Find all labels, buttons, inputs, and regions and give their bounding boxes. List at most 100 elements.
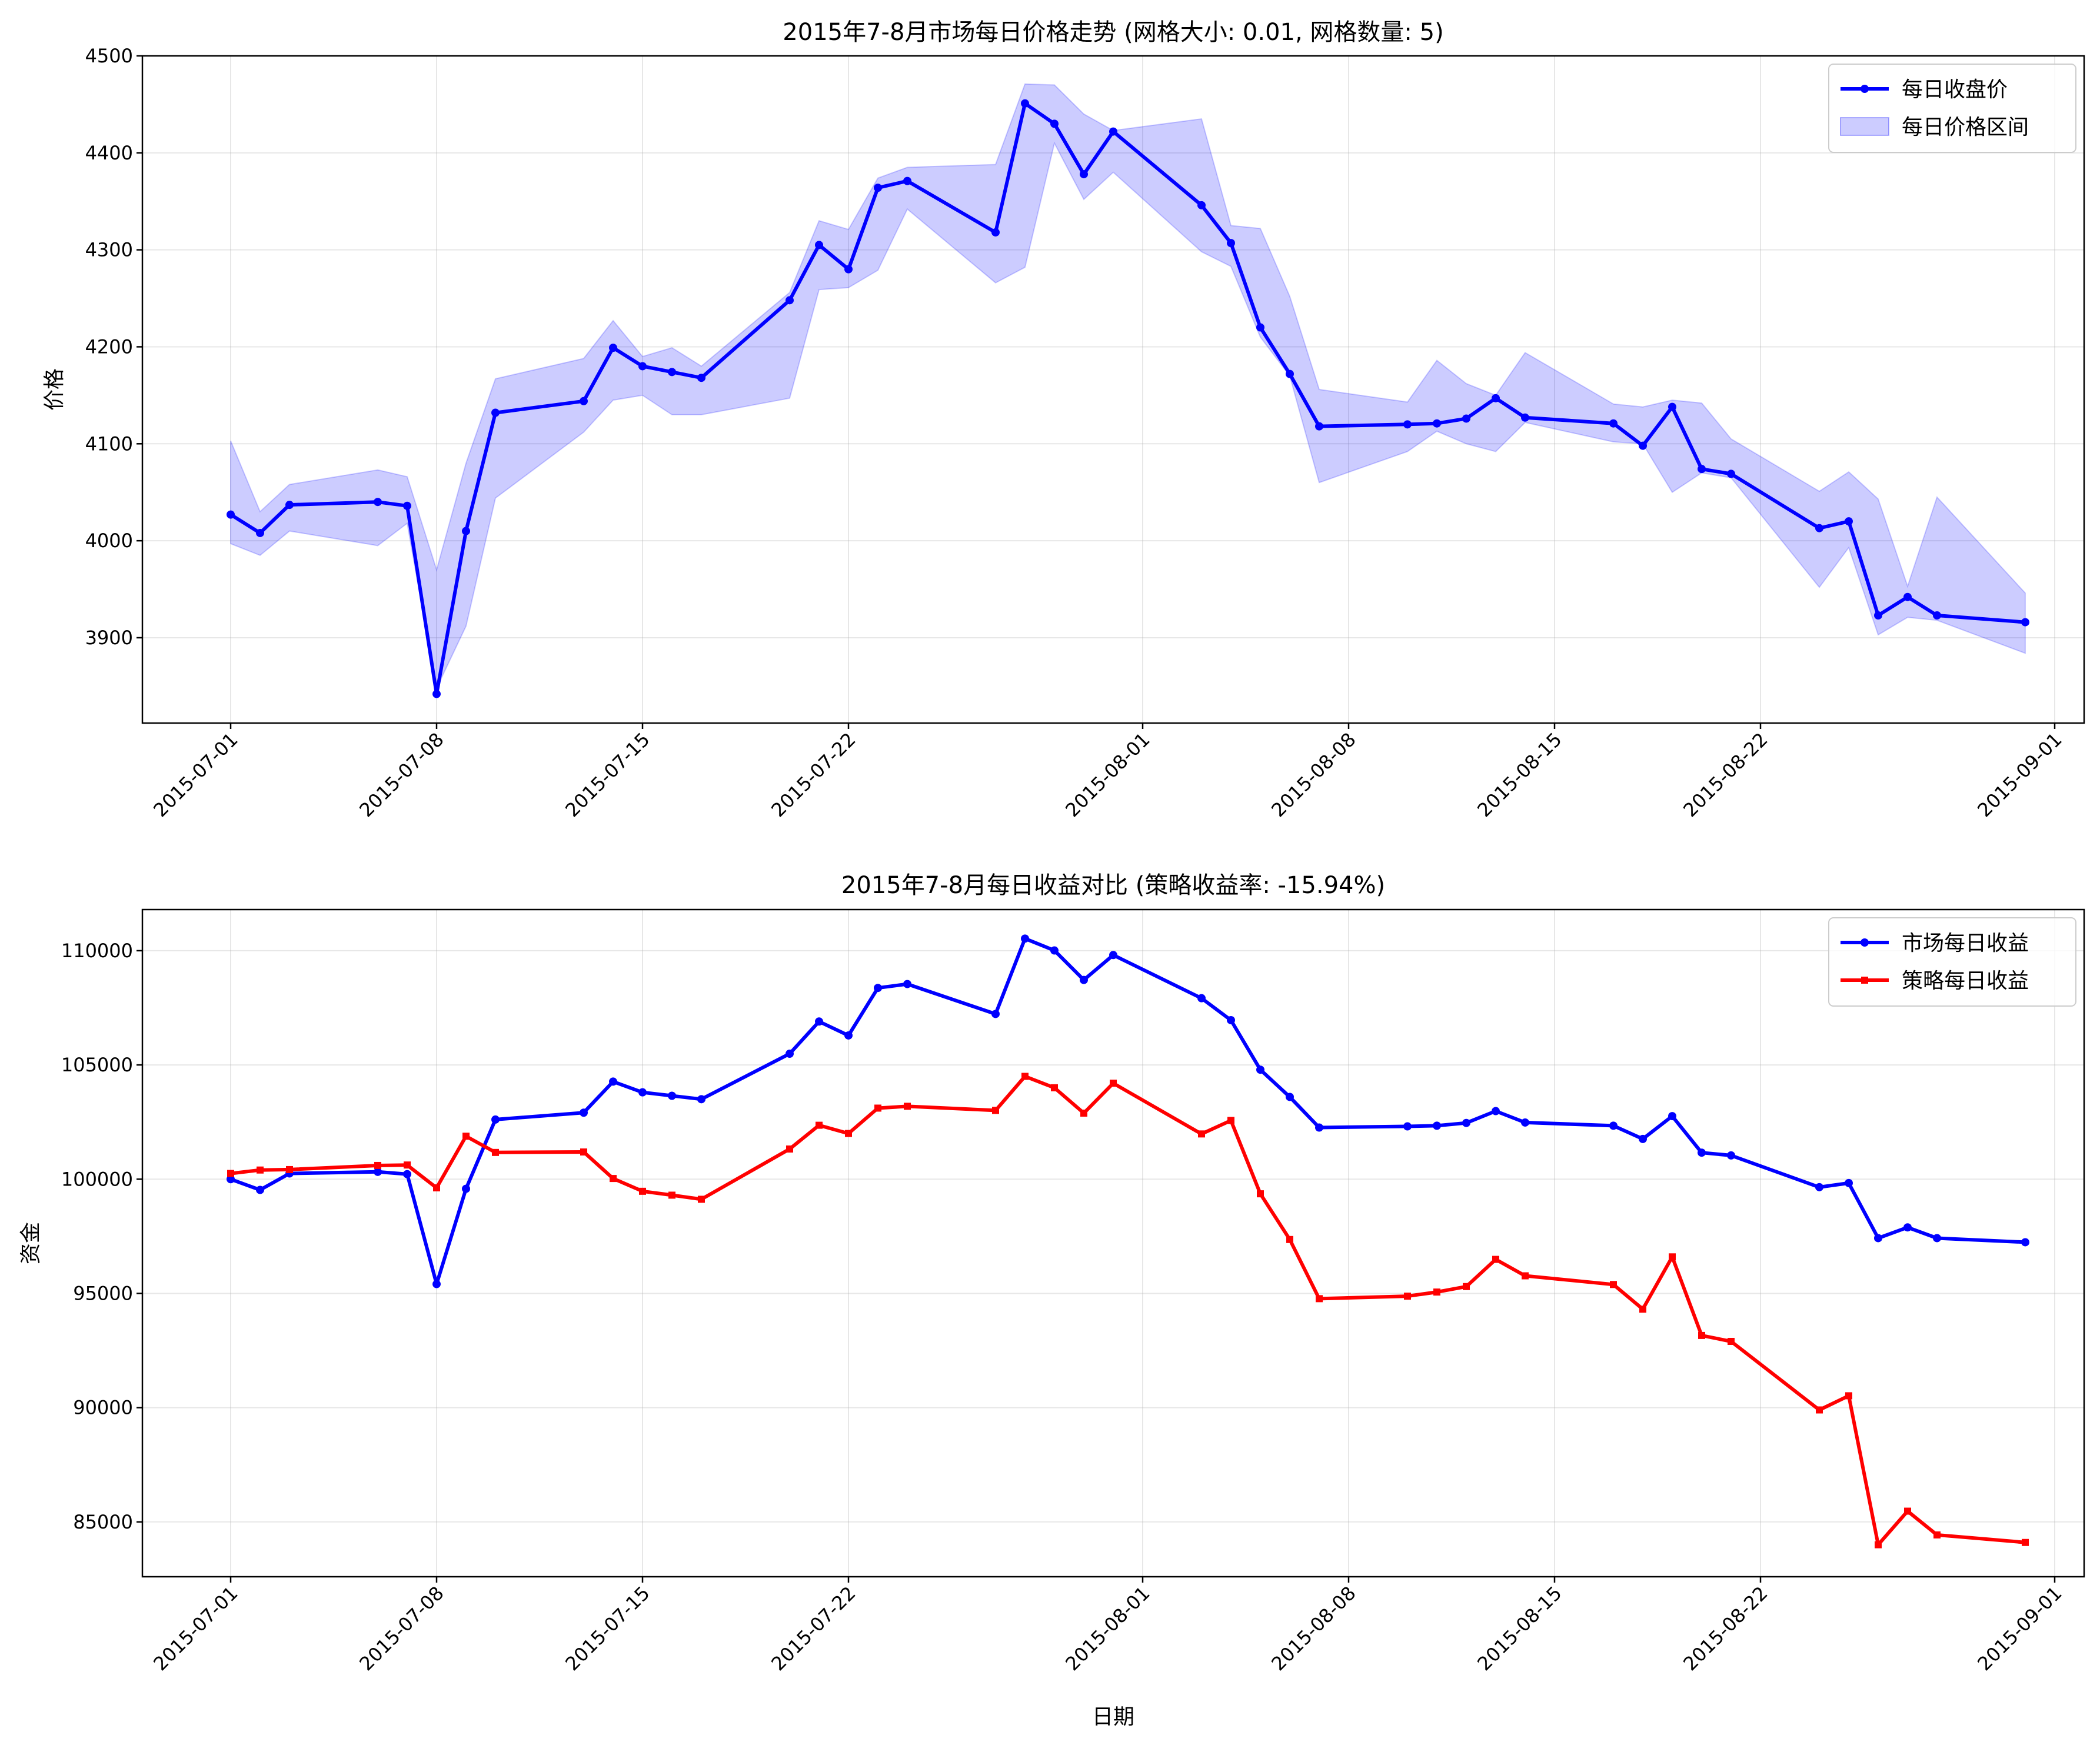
returns-series-1-point: [286, 1165, 293, 1173]
returns-series-0-point: [1197, 994, 1206, 1003]
price-series-line-0: [229, 101, 2026, 696]
returns-series-1-point: [374, 1161, 381, 1169]
price-series-0-point: [1080, 170, 1088, 179]
returns-series-0-point: [1727, 1151, 1735, 1160]
price-series-0-point: [1845, 517, 1853, 526]
returns-series-0-point: [491, 1115, 500, 1124]
returns-x-tick-label: 2015-07-22: [767, 1582, 860, 1675]
returns-series-0-point: [462, 1184, 470, 1193]
returns-chart-frame: [141, 908, 2085, 1578]
returns-series-0-point: [1874, 1234, 1882, 1243]
returns-series-0-point: [1845, 1178, 1853, 1187]
returns-y-tick-label: 90000: [73, 1397, 133, 1419]
returns-series-0-point: [432, 1280, 441, 1288]
returns-series-1-point: [257, 1166, 264, 1174]
returns-series-0-point: [786, 1050, 794, 1058]
returns-series-1-point: [992, 1107, 999, 1114]
returns-y-tick-label: 100000: [61, 1168, 133, 1190]
returns-series-1-point: [1316, 1295, 1323, 1303]
price-band-area: [230, 83, 2026, 690]
returns-series-1-point: [1286, 1236, 1293, 1243]
returns-series-0-point: [256, 1185, 264, 1194]
price-series-0-point: [1462, 414, 1470, 423]
price-chart-grid: [142, 55, 2084, 723]
price-y-axis: 3900 4000 4100 4200 4300 4400 4500: [85, 45, 142, 649]
returns-chart-grid: [142, 910, 2084, 1577]
price-y-tick-label: 4100: [85, 432, 133, 455]
returns-series-0-point: [2021, 1238, 2029, 1247]
price-series-layer: [227, 99, 2029, 698]
returns-series-0-point: [1286, 1093, 1294, 1101]
returns-series-0-point: [1903, 1223, 1912, 1232]
price-x-tick-label: 2015-07-01: [149, 728, 242, 821]
returns-series-1-point: [1257, 1190, 1264, 1198]
returns-series-0-point: [815, 1017, 823, 1026]
returns-series-1-point: [1492, 1256, 1499, 1263]
price-x-tick-label: 2015-07-15: [561, 728, 654, 821]
price-series-0-point: [1903, 592, 1912, 601]
price-series-0-point: [1286, 369, 1294, 378]
price-chart-panel: 2015年7-8月市场每日价格走势 (网格大小: 0.01, 网格数量: 5) …: [42, 19, 2085, 821]
price-series-0-point: [1227, 239, 1235, 248]
price-chart-title: 2015年7-8月市场每日价格走势 (网格大小: 0.01, 网格数量: 5): [783, 19, 1443, 46]
price-x-tick-label: 2015-07-08: [355, 728, 448, 821]
returns-series-1-point: [1433, 1288, 1440, 1296]
returns-series-1-point: [1198, 1130, 1205, 1138]
price-series-0-point: [1609, 419, 1618, 428]
returns-x-tick-label: 2015-08-15: [1473, 1582, 1566, 1675]
returns-x-tick-label: 2015-09-01: [1973, 1582, 2066, 1675]
returns-x-tick-label: 2015-07-08: [355, 1582, 448, 1675]
returns-series-0-point: [874, 984, 882, 993]
price-series-0-point: [815, 241, 823, 249]
returns-series-1-point: [845, 1130, 852, 1137]
returns-chart-title: 2015年7-8月每日收益对比 (策略收益率: -15.94%): [841, 872, 1385, 899]
price-y-tick-label: 4000: [85, 530, 133, 552]
returns-series-0-point: [1815, 1183, 1823, 1191]
returns-y-axis-label: 资金: [19, 1222, 43, 1264]
returns-series-1-point: [1522, 1272, 1529, 1280]
returns-series-0-point: [403, 1170, 411, 1178]
returns-series-0-point: [991, 1010, 1000, 1018]
price-series-0-point: [1050, 119, 1059, 128]
returns-series-0-point: [1521, 1118, 1529, 1127]
returns-y-tick-label: 110000: [61, 940, 133, 962]
returns-series-0-point: [1609, 1121, 1618, 1130]
price-x-tick-label: 2015-08-08: [1267, 728, 1360, 821]
price-series-0-point: [1639, 441, 1647, 450]
returns-series-1-point: [1669, 1253, 1676, 1261]
price-series-0-point: [1403, 420, 1412, 429]
returns-series-1-point: [698, 1195, 705, 1203]
price-series-0-point: [462, 527, 470, 535]
returns-series-0-point: [697, 1095, 705, 1104]
returns-series-1-point: [1110, 1080, 1117, 1087]
returns-series-1-point: [1728, 1337, 1735, 1345]
returns-series-1-point: [1610, 1281, 1617, 1288]
returns-x-tick-label: 2015-08-22: [1679, 1582, 1772, 1675]
returns-series-0-point: [668, 1091, 676, 1100]
returns-series-1-point: [580, 1148, 587, 1156]
price-series-0-point: [580, 397, 588, 405]
price-series-0-point: [874, 184, 882, 192]
returns-series-1-point: [1463, 1283, 1470, 1290]
returns-series-0-point: [1933, 1234, 1941, 1243]
price-series-0-point: [1315, 422, 1323, 431]
returns-legend-box: [1828, 917, 2076, 1007]
returns-legend-marker: [1861, 977, 1868, 984]
price-series-0-point: [1109, 127, 1117, 136]
price-series-0-point: [256, 528, 264, 537]
price-legend-label: 每日价格区间: [1902, 115, 2029, 139]
returns-series-1-point: [404, 1161, 411, 1169]
returns-series-0-point: [1256, 1065, 1264, 1074]
price-y-tick-label: 3900: [85, 627, 133, 649]
price-legend-label: 每日收盘价: [1902, 78, 2008, 102]
price-x-tick-label: 2015-08-15: [1473, 728, 1566, 821]
price-series-0-point: [638, 362, 647, 371]
price-y-axis-label: 价格: [42, 368, 66, 411]
price-x-tick-label: 2015-08-22: [1679, 728, 1772, 821]
price-series-0-point: [668, 368, 676, 377]
returns-series-1-point: [1816, 1406, 1823, 1414]
returns-series-line-0: [229, 937, 2026, 1286]
